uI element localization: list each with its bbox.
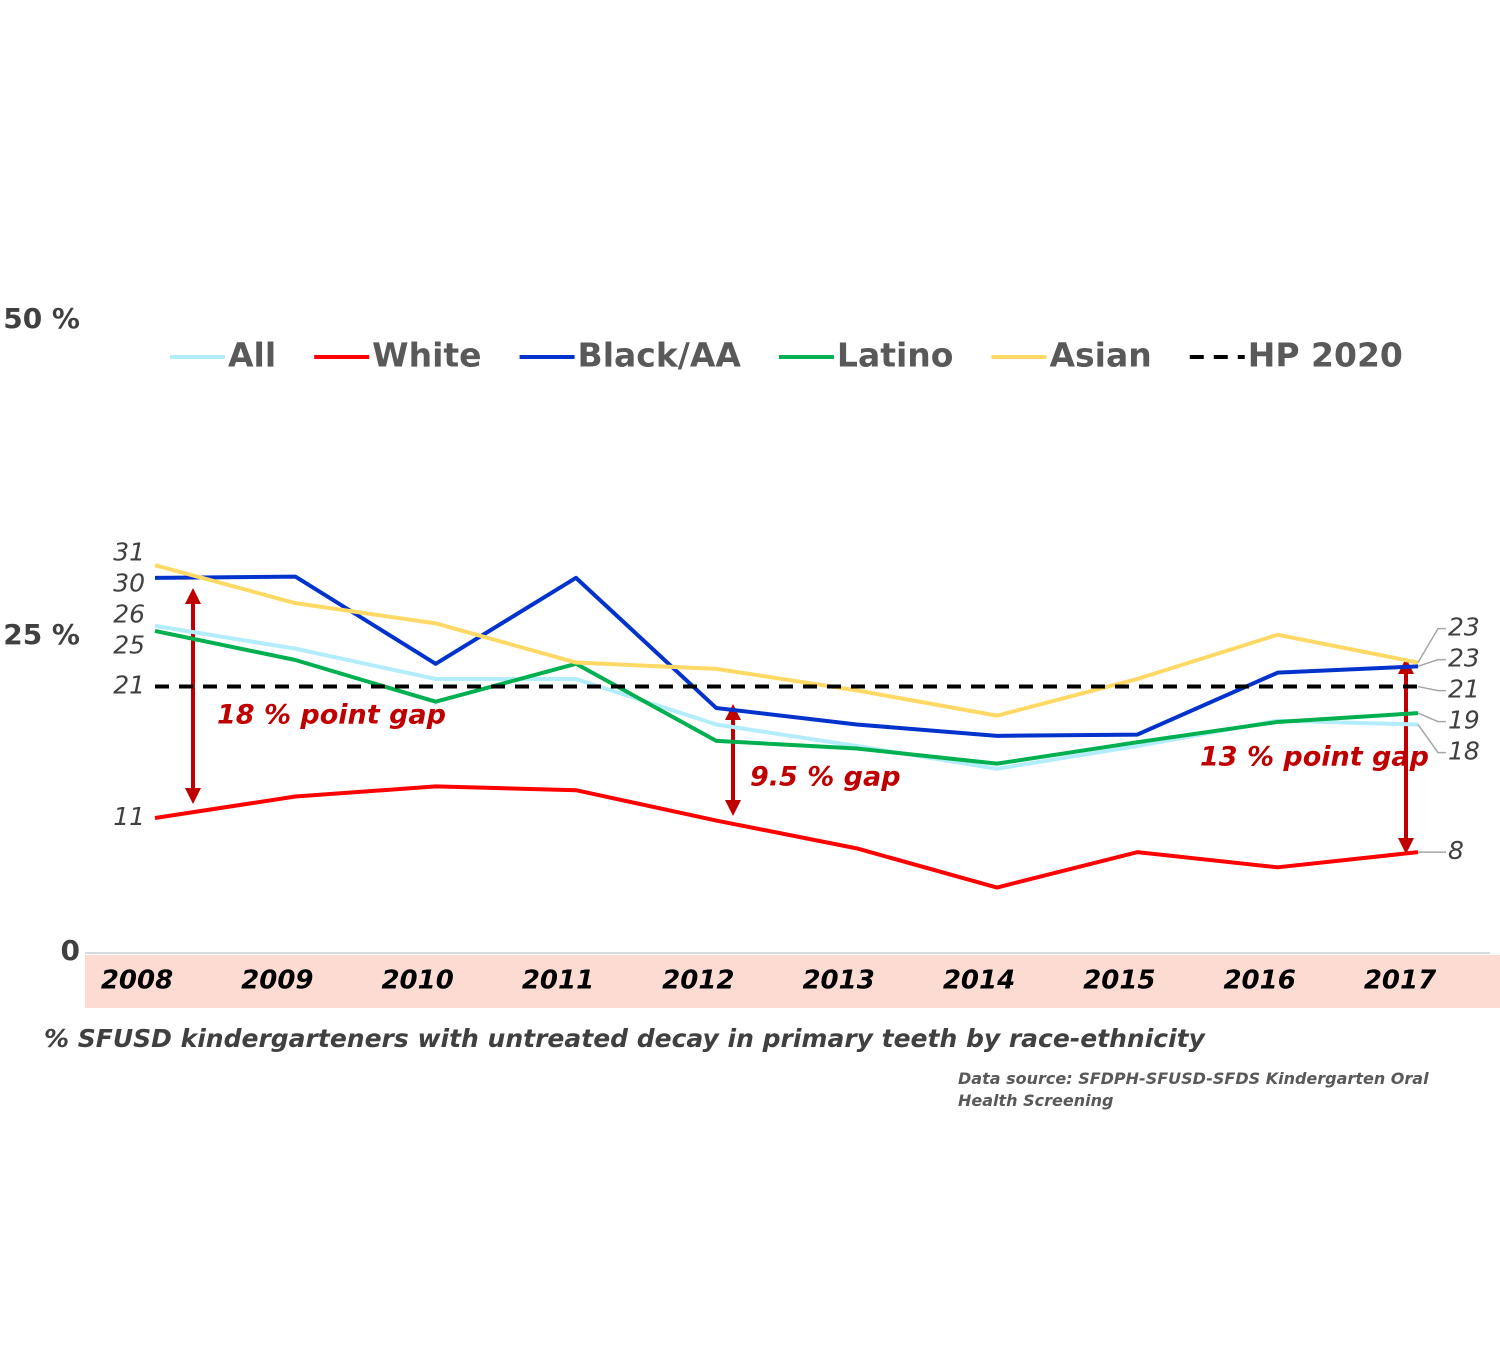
data-label: 11 <box>113 802 145 831</box>
x-tick-label: 2008 <box>101 966 173 996</box>
y-tick-label: 50 % <box>3 302 80 335</box>
series-line <box>154 574 1419 738</box>
data-label: 21 <box>113 671 145 700</box>
data-label: 23 <box>1448 613 1480 642</box>
leader-line <box>1417 712 1446 723</box>
x-tick-label: 2009 <box>241 966 313 996</box>
data-label: 30 <box>113 568 145 597</box>
data-label: 21 <box>1448 675 1480 704</box>
series-line <box>154 628 1419 766</box>
x-tick-label: 2010 <box>381 966 453 996</box>
x-tick-label: 2013 <box>802 966 874 996</box>
leader-line <box>1417 724 1446 754</box>
legend-label: All <box>228 336 276 375</box>
series-line <box>154 563 1419 718</box>
y-tick-label: 25 % <box>3 618 80 651</box>
annotation: 18 % point gap <box>217 700 446 731</box>
data-label: 18 <box>1448 737 1480 766</box>
legend-label: Black/AA <box>578 336 742 375</box>
x-tick-label: 2016 <box>1223 966 1295 996</box>
leader-line <box>1417 627 1446 663</box>
legend-label: HP 2020 <box>1248 336 1403 375</box>
caption: % SFUSD kindergarteners with untreated d… <box>44 1024 1205 1053</box>
data-label: 23 <box>1448 644 1480 673</box>
source-note: Data source: SFDPH-SFUSD-SFDS Kindergart… <box>958 1069 1429 1110</box>
x-axis-band <box>85 955 1500 1008</box>
leader-line <box>1417 658 1446 668</box>
annotation: 9.5 % gap <box>750 762 901 793</box>
series-line <box>154 784 1419 890</box>
data-label: 8 <box>1448 836 1464 865</box>
x-tick-label: 2011 <box>522 966 594 996</box>
x-tick-label: 2012 <box>662 966 734 996</box>
annotation: 13 % point gap <box>1200 742 1429 773</box>
data-label: 25 <box>113 630 145 659</box>
legend-label: White <box>372 336 481 375</box>
x-tick-label: 2017 <box>1364 966 1437 996</box>
legend-label: Asian <box>1049 336 1151 375</box>
data-label: 31 <box>113 537 145 566</box>
x-tick-label: 2014 <box>943 966 1015 996</box>
y-tick-label: 0 <box>61 934 80 967</box>
legend-label: Latino <box>837 336 954 375</box>
data-label: 26 <box>113 599 145 628</box>
leader-line <box>1417 685 1446 692</box>
x-tick-label: 2015 <box>1083 966 1155 996</box>
data-label: 19 <box>1448 706 1480 735</box>
